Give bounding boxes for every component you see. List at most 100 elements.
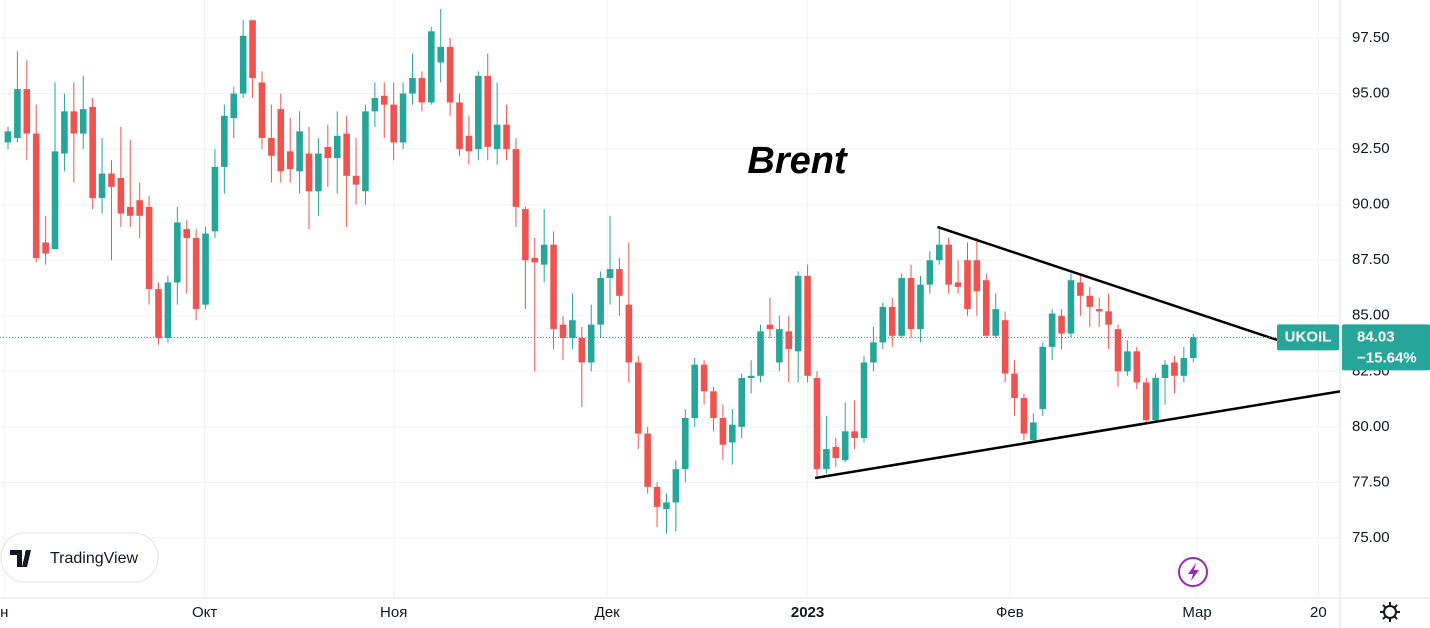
- candle-body: [409, 78, 416, 94]
- x-tick-label: Дек: [595, 604, 621, 621]
- candle-body: [644, 433, 651, 487]
- y-tick-label: 92.50: [1352, 140, 1390, 157]
- candle-body: [32, 133, 40, 258]
- candle-body: [860, 362, 868, 438]
- symbol-tag: [1277, 324, 1339, 351]
- candle-body: [1161, 364, 1169, 378]
- candle-body: [794, 275, 802, 352]
- trend-line: [814, 390, 1341, 480]
- candle-body: [992, 309, 1000, 336]
- candle-body: [343, 133, 350, 176]
- candle-body: [587, 324, 595, 363]
- candle-body: [286, 151, 294, 170]
- candle-body: [1180, 358, 1188, 376]
- y-tick-label: 90.00: [1352, 196, 1390, 213]
- y-tick-label: 80.00: [1352, 418, 1390, 435]
- y-tick-label: 95.00: [1352, 85, 1390, 102]
- candle-body: [42, 242, 49, 254]
- candle-body: [935, 244, 943, 261]
- candle-body: [183, 229, 191, 238]
- candle-body: [98, 173, 106, 198]
- candle-body: [4, 131, 12, 143]
- candle-body: [437, 46, 445, 63]
- candle-body: [362, 111, 369, 192]
- settings-button[interactable]: [1380, 602, 1400, 622]
- candle-body: [964, 260, 971, 310]
- candle-body: [399, 93, 407, 143]
- candle-body: [522, 209, 529, 261]
- candle-body: [804, 275, 811, 376]
- candle-body: [202, 233, 209, 305]
- candle-body: [211, 166, 219, 232]
- candle-body: [418, 78, 426, 103]
- candle-body: [531, 258, 539, 263]
- candle-body: [428, 31, 435, 103]
- candle-body: [465, 135, 473, 152]
- candle-body: [597, 278, 604, 325]
- candle-body: [813, 378, 821, 470]
- candle-body: [747, 375, 755, 378]
- candle-body: [851, 431, 858, 438]
- candle-body: [757, 331, 764, 376]
- candle-body: [550, 244, 557, 330]
- candle-body: [126, 206, 134, 216]
- candle-body: [108, 173, 115, 187]
- y-tick-label: 77.50: [1352, 473, 1390, 490]
- candle-body: [559, 324, 567, 338]
- candle-body: [324, 146, 332, 158]
- candle-body: [879, 306, 887, 343]
- candle-body: [79, 109, 87, 134]
- watermark-box: [0, 532, 159, 583]
- x-tick-label: Мар: [1182, 604, 1211, 621]
- candle-body: [89, 106, 96, 198]
- candle-body: [305, 153, 313, 192]
- candle-body: [1011, 373, 1018, 398]
- candle-body: [1124, 351, 1131, 372]
- candle-body: [23, 89, 31, 134]
- candle-body: [606, 269, 614, 278]
- candle-body: [785, 331, 793, 350]
- candle-body: [1189, 337, 1197, 358]
- candle-body: [719, 418, 727, 445]
- candle-body: [634, 362, 642, 434]
- candle-body: [1001, 320, 1009, 374]
- candle-body: [832, 446, 840, 458]
- candle-body: [898, 278, 905, 336]
- candle-body: [907, 278, 915, 330]
- candle-body: [164, 282, 172, 338]
- lightning-button[interactable]: [1178, 557, 1208, 587]
- candle-body: [776, 329, 783, 363]
- x-tick-label: Фев: [996, 604, 1024, 621]
- x-tick-label: н: [0, 604, 8, 621]
- candle-body: [823, 449, 830, 470]
- candle-body: [333, 135, 341, 158]
- candle-body: [1048, 313, 1056, 347]
- candle-body: [446, 46, 454, 103]
- candle-body: [1030, 422, 1037, 441]
- candle-body: [296, 131, 303, 172]
- candle-body: [493, 124, 501, 150]
- candle-body: [70, 111, 78, 134]
- candle-body: [700, 364, 708, 392]
- candle-body: [870, 342, 877, 363]
- candle-body: [352, 175, 360, 185]
- candle-body: [136, 200, 143, 216]
- logo-dot: [25, 550, 30, 555]
- candle-body: [484, 75, 492, 147]
- candle-body: [1067, 280, 1075, 334]
- candle-body: [390, 104, 397, 143]
- candle-body: [729, 424, 736, 443]
- symbol-label: UKOIL: [1285, 328, 1332, 345]
- candle-body: [917, 284, 924, 330]
- candle-body: [983, 280, 990, 336]
- candle-body: [51, 151, 59, 250]
- candle-body: [456, 102, 463, 150]
- candle-body: [653, 486, 661, 507]
- watermark: TradingView: [0, 532, 159, 583]
- price-label: 84.03: [1357, 328, 1395, 345]
- x-tick-label: 20: [1310, 604, 1327, 621]
- candle-body: [945, 244, 952, 285]
- candle-body: [192, 238, 200, 310]
